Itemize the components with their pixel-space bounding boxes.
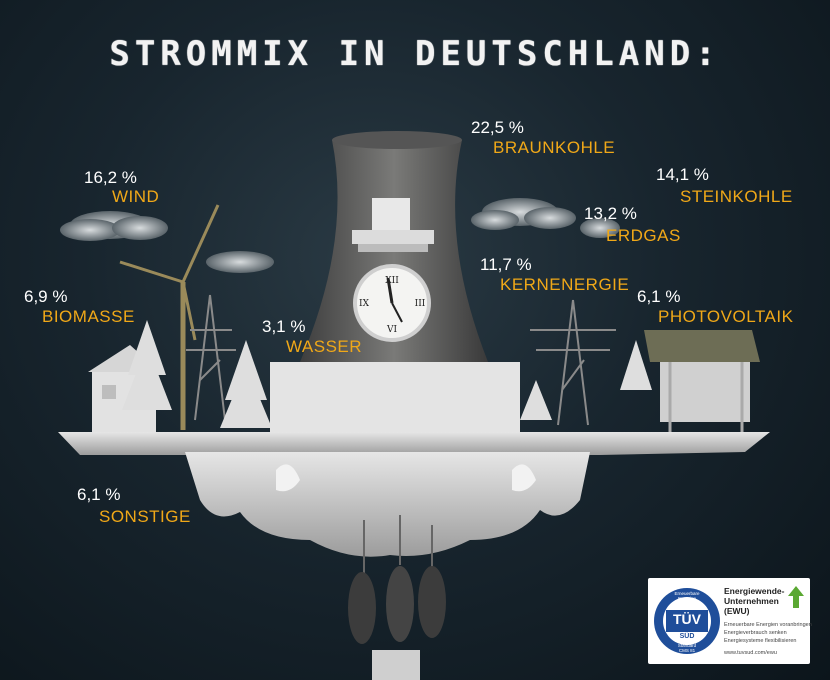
value-wasser: 3,1 % bbox=[262, 317, 306, 336]
cloud-left bbox=[60, 211, 274, 273]
value-erdgas: 13,2 % bbox=[584, 204, 637, 223]
label-wind: WIND bbox=[112, 187, 160, 206]
tuv-seal-logo bbox=[654, 588, 720, 654]
badge-line1: Erneuerbare Energien voranbringen bbox=[724, 622, 812, 628]
platform bbox=[58, 362, 770, 557]
value-sonstige: 6,1 % bbox=[77, 485, 121, 504]
trees bbox=[122, 320, 652, 428]
svg-text:XII: XII bbox=[385, 276, 399, 286]
tuv-sub: SÜD bbox=[679, 633, 695, 640]
tuv-line2: Energien bbox=[677, 596, 696, 601]
power-pylon-left bbox=[186, 294, 236, 421]
solar-panel-roof bbox=[644, 330, 760, 440]
tuv-badge: Erneuerbare Energien TÜV SÜD Standard CM… bbox=[648, 578, 812, 664]
power-pylon-right bbox=[530, 299, 616, 426]
label-kernenergie: KERNENERGIE bbox=[500, 275, 630, 294]
label-wasser: WASSER bbox=[286, 337, 363, 356]
arrow-up-icon bbox=[788, 586, 804, 608]
cloud-right bbox=[471, 198, 620, 238]
svg-text:VI: VI bbox=[386, 325, 397, 335]
label-steinkohle: STEINKOHLE bbox=[680, 187, 793, 206]
label-braunkohle: BRAUNKOHLE bbox=[493, 138, 616, 157]
svg-text:IX: IX bbox=[359, 299, 370, 309]
cuckoo-door bbox=[372, 198, 410, 232]
tuv-bottom2: CMS 81 bbox=[678, 648, 696, 653]
label-sonstige: SONSTIGE bbox=[99, 507, 191, 526]
value-wind: 16,2 % bbox=[84, 168, 137, 187]
label-photovoltaik: PHOTOVOLTAIK bbox=[658, 307, 794, 326]
tuv-bottom1: Standard bbox=[677, 643, 697, 648]
value-photovoltaik: 6,1 % bbox=[637, 287, 681, 306]
chart-title: STROMMIX IN DEUTSCHLAND: bbox=[109, 34, 721, 74]
label-erdgas: ERDGAS bbox=[606, 226, 681, 245]
value-biomasse: 6,9 % bbox=[24, 287, 68, 306]
value-braunkohle: 22,5 % bbox=[471, 118, 524, 137]
tuv-line1: Erneuerbare bbox=[674, 591, 700, 596]
badge-title: Energiewende-Unternehmen (EWU) bbox=[724, 586, 785, 616]
badge-line3: Energiesysteme flexibilisieren bbox=[724, 638, 797, 644]
svg-text:III: III bbox=[415, 299, 426, 309]
clock-face: XII III VI IX bbox=[353, 264, 431, 342]
badge-url: www.tuvsud.com/ewu bbox=[724, 650, 777, 656]
badge-line2: Energieverbrauch senken bbox=[724, 630, 787, 636]
tuv-seal: Erneuerbare Energien TÜV SÜD Standard CM… bbox=[652, 582, 722, 660]
value-kernenergie: 11,7 % bbox=[480, 255, 532, 274]
tuv-text: TÜV bbox=[673, 611, 701, 627]
label-biomasse: BIOMASSE bbox=[42, 307, 135, 326]
wind-turbine bbox=[119, 204, 220, 430]
value-steinkohle: 14,1 % bbox=[656, 165, 709, 184]
clock-weights bbox=[348, 515, 446, 680]
